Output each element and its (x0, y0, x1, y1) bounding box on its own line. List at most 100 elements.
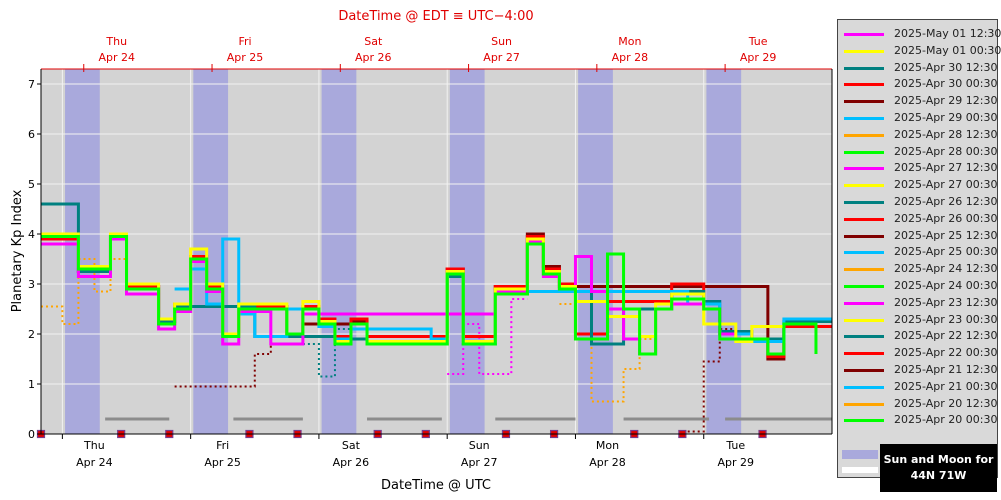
x-tick-label-day: Mon (596, 439, 619, 452)
legend-swatch (844, 49, 884, 53)
legend-item: 2025-Apr 20 12:30 (842, 396, 997, 412)
y-tick-label: 6 (28, 128, 35, 141)
top-tick-label-day: Tue (748, 35, 768, 48)
chart-title: DateTime @ EDT ≡ UTC−4:00 (338, 9, 533, 24)
night-bands (65, 69, 742, 434)
top-tick-label-day: Sun (491, 35, 512, 48)
plot-area (41, 69, 832, 434)
legend-item: 2025-Apr 24 00:30 (842, 278, 997, 294)
top-tick-label-date: Apr 26 (355, 51, 392, 64)
axes: 0 1 2 3 4 5 6 7 Thu Apr 24 Fri Apr 25 Sat Apr 26 Sun Ap… (28, 35, 833, 469)
legend-swatch (844, 251, 884, 255)
top-tick-label-date: Apr 28 (612, 51, 649, 64)
legend-swatch (844, 318, 884, 322)
night-band (706, 69, 742, 434)
x-tick-label-day: Tue (725, 439, 745, 452)
x-tick-label-day: Sat (342, 439, 361, 452)
night-band (578, 69, 613, 434)
legend-label: 2025-Apr 27 00:30 (894, 178, 998, 192)
y-tick-label: 7 (28, 78, 35, 91)
night-band (321, 69, 357, 434)
legend-item: 2025-Apr 22 12:30 (842, 328, 997, 344)
legend-label: 2025-Apr 21 00:30 (894, 379, 998, 393)
x-tick-label-date: Apr 25 (204, 456, 241, 469)
legend-item: 2025-May 01 12:30 (842, 26, 1001, 42)
x-tick-label-date: Apr 29 (717, 456, 754, 469)
x-tick-label-date: Apr 26 (333, 456, 370, 469)
legend: 2025-May 01 12:30 2025-May 01 00:30 2025-A… (837, 19, 1001, 478)
kp-series-line (302, 328, 351, 378)
x-tick-label-date: Apr 28 (589, 456, 626, 469)
legend-swatch (844, 419, 884, 423)
y-axis-label: Planetary Kp Index (10, 189, 25, 312)
legend-swatch (844, 33, 884, 36)
legend-label: 2025-Apr 28 12:30 (894, 127, 998, 141)
x-axis-label: DateTime @ UTC (381, 478, 491, 493)
legend-swatch (844, 301, 884, 305)
legend-item: 2025-Apr 26 12:30 (842, 194, 997, 210)
legend-swatch (844, 352, 884, 356)
legend-label: 2025-Apr 26 12:30 (894, 195, 998, 208)
legend-swatch (844, 234, 884, 238)
legend-swatch (844, 117, 884, 120)
legend-swatch (844, 201, 884, 204)
x-tick-label-day: Sun (469, 439, 490, 452)
y-tick-label: 2 (28, 328, 35, 341)
legend-label: 2025-Apr 25 12:30 (894, 228, 998, 242)
legend-item: 2025-Apr 30 00:30 (842, 76, 997, 92)
top-tick-label-date: Apr 27 (483, 51, 520, 64)
legend-item: 2025-Apr 28 12:30 (842, 127, 997, 143)
caption-line-1: Sun and Moon for (883, 453, 994, 466)
sun-moon-caption: Sun and Moon for 44N 71W (880, 444, 997, 492)
y-tick-label: 5 (28, 178, 35, 191)
legend-item: 2025-Apr 28 00:30 (842, 144, 997, 160)
legend-swatch (844, 167, 884, 171)
night-band (65, 69, 100, 434)
legend-label: 2025-Apr 30 12:30 (894, 60, 998, 74)
legend-item: 2025-Apr 25 00:30 (842, 244, 997, 260)
legend-label: 2025-Apr 22 00:30 (894, 346, 998, 360)
legend-item: 2025-Apr 22 00:30 (842, 345, 997, 361)
legend-label: 2025-Apr 21 12:30 (894, 363, 998, 376)
legend-swatch (844, 268, 884, 272)
legend-label: 2025-May 01 00:30 (894, 43, 1001, 57)
legend-label: 2025-Apr 29 12:30 (894, 94, 998, 108)
kp-series-line (447, 298, 528, 375)
legend-item: 2025-Apr 30 12:30 (842, 60, 997, 76)
legend-item: 2025-Apr 21 00:30 (842, 379, 997, 395)
legend-swatch (844, 184, 884, 188)
y-tick-label: 0 (28, 428, 35, 441)
legend-label: 2025-Apr 23 12:30 (894, 295, 998, 309)
top-tick-label-day: Sat (364, 35, 383, 48)
legend-label: 2025-Apr 30 00:30 (894, 77, 998, 91)
legend-item: 2025-Apr 24 12:30 (842, 261, 997, 277)
legend-label: 2025-Apr 25 00:30 (894, 245, 998, 259)
y-tick-label: 3 (28, 278, 35, 291)
legend-label: 2025-Apr 24 00:30 (894, 279, 998, 292)
legend-swatch (844, 369, 884, 372)
legend-label: 2025-Apr 27 12:30 (894, 161, 998, 175)
legend-item: 2025-Apr 27 12:30 (842, 160, 997, 176)
x-tick-label-day: Thu (83, 439, 105, 452)
grid-lines (41, 69, 832, 434)
top-tick-label-date: Apr 29 (740, 51, 777, 64)
legend-swatch (844, 133, 884, 137)
legend-swatch (844, 335, 884, 339)
legend-item: 2025-Apr 23 00:30 (842, 312, 997, 328)
legend-swatch (844, 385, 884, 389)
legend-item: 2025-Apr 20 00:30 (842, 412, 997, 428)
legend-label: 2025-Apr 26 00:30 (894, 211, 998, 225)
legend-swatch (844, 150, 884, 154)
legend-item: 2025-Apr 23 12:30 (842, 295, 997, 311)
legend-item: 2025-Apr 29 00:30 (842, 110, 997, 126)
x-tick-label-day: Fri (216, 439, 229, 452)
legend-item: 2025-Apr 29 12:30 (842, 93, 997, 109)
x-tick-label-date: Apr 27 (461, 456, 498, 469)
legend-swatch (844, 402, 884, 406)
legend-item: 2025-May 01 00:30 (842, 43, 1001, 59)
top-tick-label-day: Thu (105, 35, 127, 48)
top-tick-label-day: Mon (618, 35, 641, 48)
y-tick-label: 1 (28, 378, 35, 391)
legend-swatch (844, 83, 884, 87)
caption-line-2: 44N 71W (910, 469, 967, 482)
